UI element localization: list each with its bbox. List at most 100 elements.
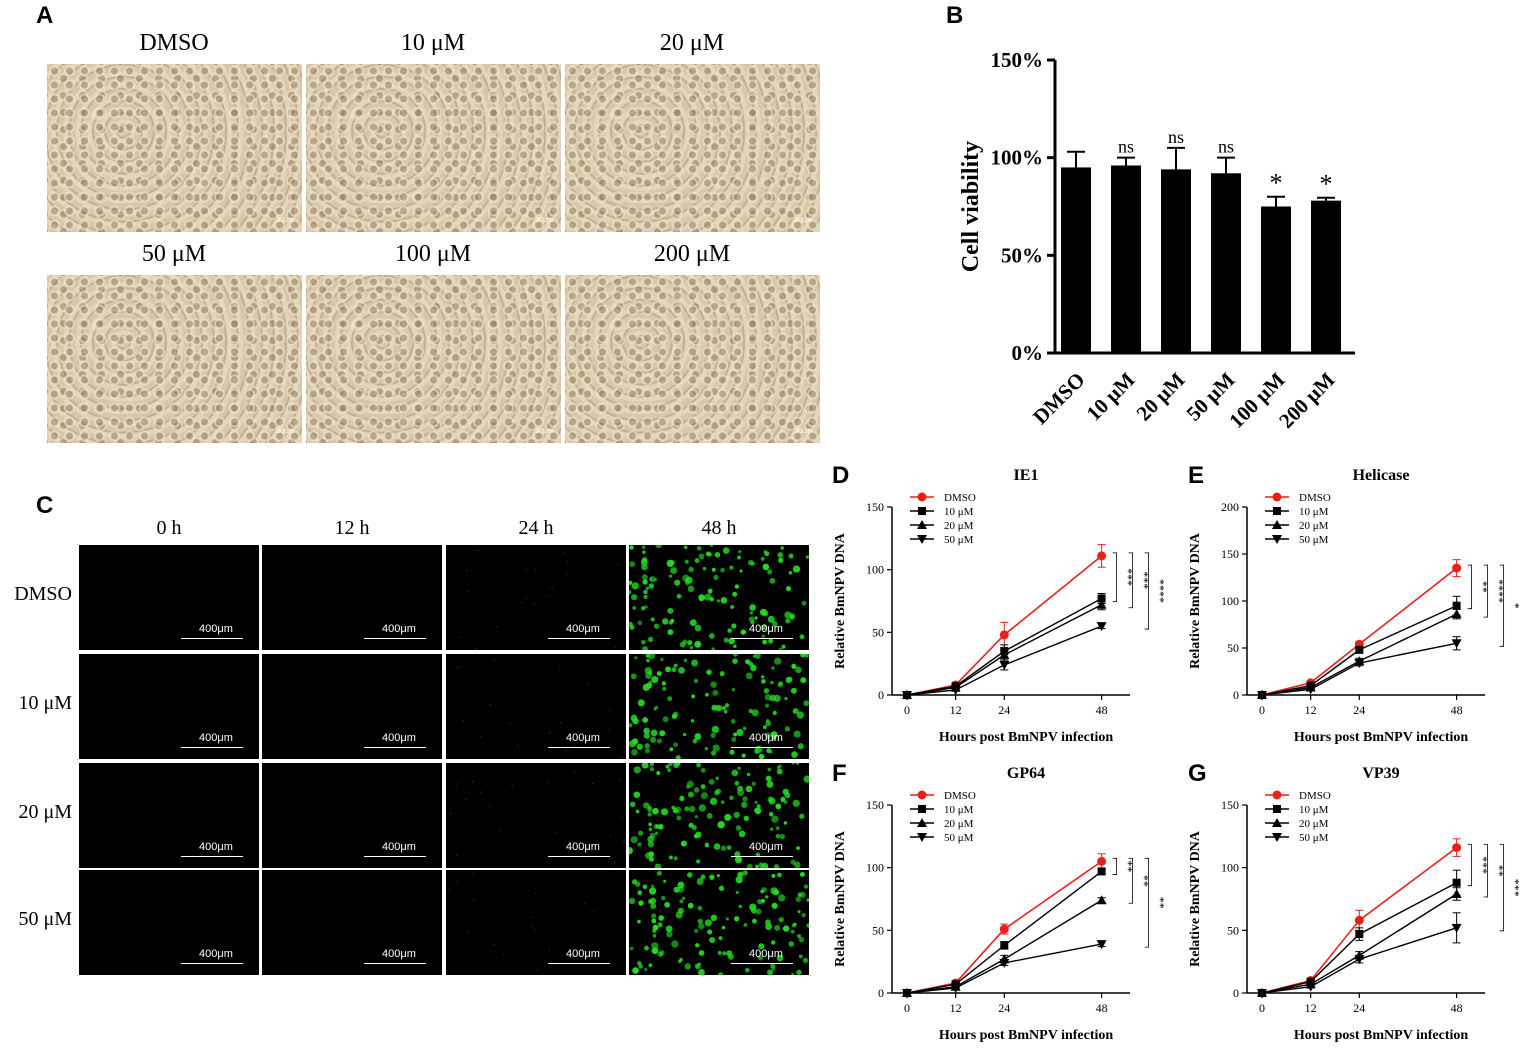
fluorescent-cell [736,728,744,737]
fluorescent-cell [662,716,669,723]
fluorescent-cell [644,748,650,754]
fluorescent-cell [777,872,782,878]
fluorescent-cell [779,834,785,840]
fluorescent-cell [592,782,594,785]
scale-bar [731,856,793,857]
fluorescent-cell [734,916,740,922]
fluorescent-cell [551,587,553,589]
y-axis-label: Relative BmNPV DNA [833,532,848,669]
fluorescent-cell [631,594,638,601]
fluorescent-cell [709,597,715,602]
significance-label: *** [1138,571,1152,589]
fluorescent-cell [774,924,781,931]
fluorescent-cell [756,898,763,905]
fluorescent-cell [700,784,706,790]
fluorescent-cell [687,640,693,646]
fluorescent-cell [467,590,469,593]
fluorescent-cell [720,800,725,804]
scale-bar-label: 400μm [382,623,416,635]
fluorescent-cell [732,591,738,597]
fluorescent-cell [775,833,781,839]
significance-bracket [1128,858,1134,904]
fluorescent-cell [788,553,794,559]
fluorescent-cell [712,689,719,696]
fluorescent-cell [638,900,644,906]
data-point [917,492,927,502]
fluorescent-cell [684,559,689,564]
y-tick-label: 200 [1221,500,1239,514]
fluorescent-cell [647,812,652,817]
fluorescent-cell [655,824,660,829]
fluorescent-cell [633,766,641,774]
fluorescent-cell [704,919,712,927]
fluorescent-cell [755,864,759,868]
fluorescent-cell [692,738,698,744]
fluorescent-cell [677,886,685,893]
fluorescent-cell [742,726,747,731]
fluorescent-cell [773,694,781,702]
fluorescent-cell [695,831,702,838]
fluorescent-cell [691,659,699,667]
fluorescent-cell [792,799,800,807]
data-point [1096,895,1107,905]
fluorescent-cell [734,851,741,858]
fluorescence-dots [629,763,809,868]
fluorescent-cell [548,949,550,952]
fluorescent-cell [642,646,648,650]
fluorescent-cell [693,787,700,793]
micro-label-50um: 50 μM [141,241,207,267]
data-point [999,924,1009,934]
fluorescent-cell [659,730,666,737]
fluorescent-cell [690,719,695,723]
fluorescent-cell [629,946,634,951]
scale-bar [181,856,243,857]
data-point [1452,601,1461,610]
significance-label: *** [1477,856,1491,874]
fluorescent-cell [667,768,672,772]
fluorescent-cell [771,815,779,823]
y-axis-label: Relative BmNPV DNA [833,830,848,967]
fluorescent-cell [647,636,654,643]
scale-bar-label: 400μm [749,732,783,744]
fluorescence-image: 400μm [79,763,259,868]
y-tick-label: 0% [1012,341,1044,365]
fluorescent-cell [714,551,721,558]
x-tick-label: 12 [1305,1001,1317,1015]
ie1-line-chart: IE1 0 50 100 150 0 12 24 48 Hours post BmNPV infe… [833,467,1168,745]
fluorescent-cell [642,574,648,580]
fluorescent-cell [790,859,796,865]
fluorescent-cell [762,563,770,571]
fluorescent-cell [516,745,519,747]
data-point [1452,843,1462,853]
fluorescent-cell [641,545,646,550]
fluorescent-cell [694,815,698,819]
fluorescent-cell [688,822,694,828]
fluorescent-cell [450,812,452,815]
fluorescent-cell [727,628,732,633]
fluorescent-cell [764,703,770,708]
fluorescent-cell [672,711,679,718]
fluorescent-cell [755,852,761,858]
fluorescent-cell [456,881,459,883]
fluorescent-cell [730,605,734,609]
y-tick-label: 50 [872,923,884,937]
fluorescent-cell [711,704,718,711]
fluorescent-cell [724,703,730,708]
significance-bracket [1483,564,1489,618]
fluorescent-cell [777,551,784,558]
fluorescent-cell [459,636,461,638]
significance-label: * [1509,603,1523,609]
fluorescent-cell [696,859,701,864]
fluorescent-cell [722,547,730,554]
fluorescent-cell [725,917,729,921]
fluorescent-cell [792,565,801,573]
fluorescent-cell [749,604,756,611]
fluorescent-cell [804,654,809,658]
fluorescent-cell [795,763,800,765]
fluorescent-cell [573,744,576,747]
fluorescent-cell [645,672,653,680]
fluorescent-cell [687,902,694,909]
fluorescent-cell [797,934,802,939]
fluorescent-cell [695,943,700,948]
fluorescent-cell [707,929,713,935]
